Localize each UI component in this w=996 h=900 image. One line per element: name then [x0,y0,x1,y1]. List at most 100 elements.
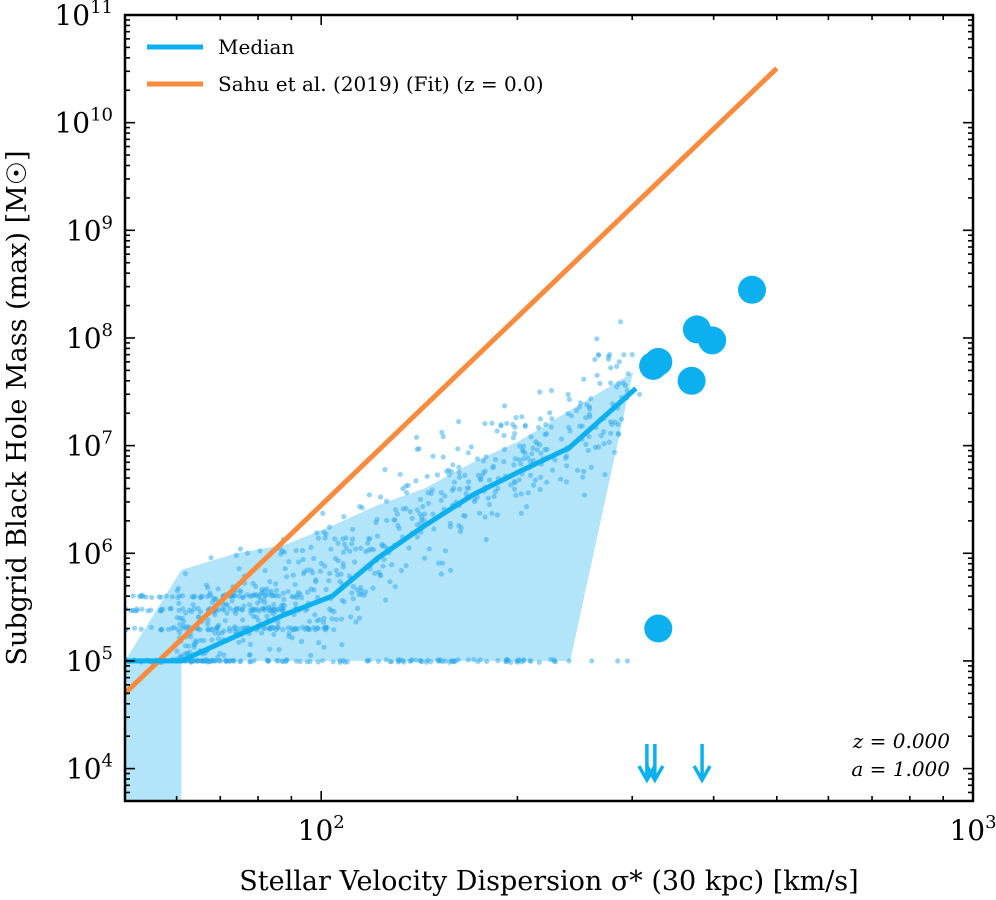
scatter-point [393,507,399,513]
scatter-point [455,657,461,663]
scatter-point [552,457,558,463]
scatter-point [349,541,355,547]
scatter-point [594,372,600,378]
scatter-point [341,599,347,605]
scatter-point [212,630,218,636]
scatter-point [330,659,336,665]
scatter-point [377,572,383,578]
scatter-point [197,609,203,615]
scatter-point [483,536,489,543]
scatter-point [352,559,358,565]
scatter-point [536,424,542,431]
scatter-point [148,624,154,630]
scatter-point [257,548,263,554]
scatter-point [374,533,380,539]
scatter-point [340,549,347,555]
scatter-point [372,570,378,577]
scatter-point [212,611,218,618]
large-point [738,275,766,304]
scatter-point [438,490,444,496]
scatter-point [241,603,247,609]
scatter-point [139,606,145,612]
scatter-point [401,659,407,665]
scatter-point [512,430,518,437]
scatter-point [177,621,183,627]
scatter-point [523,504,530,510]
large-point [677,366,706,395]
scatter-point [435,657,441,663]
scatter-point [237,546,244,552]
scatter-point [264,613,270,619]
scatter-point [215,636,222,642]
scatter-point [588,396,594,402]
median-line [125,386,638,664]
scatter-point [400,506,406,512]
scatter-point [145,608,151,614]
scatter-point [192,593,198,599]
scatter-point [350,583,356,590]
scatter-point [297,658,303,665]
scatter-point [168,605,174,612]
scatter-point [607,352,613,358]
scatter-point [306,618,313,624]
scatter-point [549,467,556,473]
scatter-point [601,429,607,435]
scatter-point [341,541,348,547]
scatter-point [138,626,144,632]
scatter-point [217,658,223,664]
scatter-point [518,461,524,467]
scatter-point [387,579,393,585]
scatter-point [215,586,221,592]
scatter-point [276,647,282,653]
scatter-point [512,480,518,486]
scatter-point [564,463,570,469]
scatter-point [267,579,273,585]
axis-ticks: 102 103 104 105 106 107 108 109 1010 1011 [54,0,996,847]
scatter-point [584,402,590,408]
scatter-point [608,380,614,386]
scatter-point [293,601,299,607]
scatter-point [292,581,298,588]
y-axis-label: Subgrid Black Hole Mass (max) [M☉] [2,150,33,665]
scatter-point [440,433,446,440]
scatter-point [448,567,454,573]
upper-limit-arrow [637,744,657,784]
scatter-point [176,607,182,613]
scatter-point [551,658,558,664]
scatter-point [465,450,471,456]
scatter-point [501,432,507,439]
scatter-point [356,615,363,621]
scatter-point [273,587,280,594]
y-tick-label: 105 [66,643,113,678]
scatter-point [335,540,341,546]
scatter-point [137,594,143,600]
scatter-point [366,492,372,498]
scatter-point [450,462,456,468]
scatter-point [298,638,305,645]
scatter-point [201,658,207,664]
scatter-point [528,658,534,664]
annotation-line: z = 0.000 [852,729,951,753]
scatter-point [612,449,618,455]
large-point [644,347,673,376]
scatter-point [370,585,376,591]
scatter-point [406,545,412,551]
scatter-point [365,540,371,546]
redshift-annotation: z = 0.000 a = 1.000 [851,729,950,781]
scatter-point [511,462,517,468]
scatter-point [413,434,420,440]
scatter-point [413,657,419,663]
scatter-point [529,451,535,457]
scatter-point [273,581,279,587]
scatter-point [563,453,570,459]
scatter-point [338,616,345,622]
scatter-point [505,658,511,664]
scatter-point [601,441,607,447]
large-point [644,614,673,643]
scatter-point [282,566,288,572]
scatter-point [407,658,413,664]
scatter-point [486,477,493,483]
scatter-point [339,642,345,648]
scatter-point [458,525,464,531]
scatter-point [380,563,386,569]
